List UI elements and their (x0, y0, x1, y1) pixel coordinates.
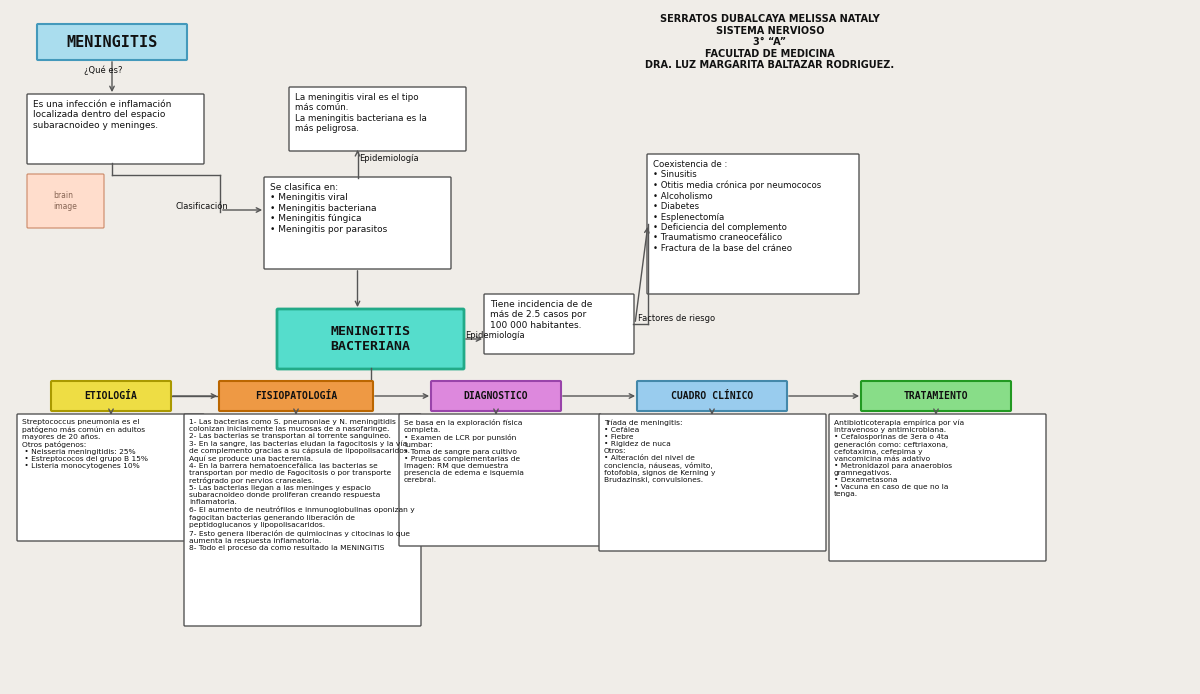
Text: Es una infección e inflamación
localizada dentro del espacio
subaracnoideo y men: Es una infección e inflamación localizad… (34, 100, 172, 130)
FancyBboxPatch shape (184, 414, 421, 626)
Text: SERRATOS DUBALCAYA MELISSA NATALY
SISTEMA NERVIOSO
3° “A”
FACULTAD DE MEDICINA
D: SERRATOS DUBALCAYA MELISSA NATALY SISTEM… (646, 14, 894, 70)
Text: 1- Las bacterias como S. pneumoniae y N. meningitidis
colonizan inicialmente las: 1- Las bacterias como S. pneumoniae y N.… (190, 419, 415, 550)
FancyBboxPatch shape (829, 414, 1046, 561)
FancyBboxPatch shape (637, 381, 787, 411)
FancyBboxPatch shape (17, 414, 204, 541)
Text: TRATAMIENTO: TRATAMIENTO (904, 391, 968, 401)
FancyBboxPatch shape (220, 381, 373, 411)
Text: brain
image: brain image (54, 192, 78, 211)
FancyBboxPatch shape (431, 381, 562, 411)
Text: Clasificación: Clasificación (175, 202, 228, 211)
Text: FISIOPATOLOGÍA: FISIOPATOLOGÍA (254, 391, 337, 401)
FancyBboxPatch shape (37, 24, 187, 60)
Text: CUADRO CLÍNICO: CUADRO CLÍNICO (671, 391, 754, 401)
Text: Se basa en la exploración física
completa.
• Examen de LCR por punsión
lumbar:
•: Se basa en la exploración física complet… (404, 419, 524, 483)
Text: MENINGITIS
BACTERIANA: MENINGITIS BACTERIANA (330, 325, 410, 353)
Text: Tiene incidencia de de
más de 2.5 casos por
100 000 habitantes.: Tiene incidencia de de más de 2.5 casos … (490, 300, 593, 330)
FancyBboxPatch shape (28, 94, 204, 164)
FancyBboxPatch shape (647, 154, 859, 294)
Text: Se clasifica en:
• Meningitis viral
• Meningitis bacteriana
• Meningitis fúngica: Se clasifica en: • Meningitis viral • Me… (270, 183, 388, 234)
FancyBboxPatch shape (862, 381, 1010, 411)
Text: ¿Qué es?: ¿Qué es? (84, 65, 122, 74)
FancyBboxPatch shape (264, 177, 451, 269)
Text: ETIOLOGÍA: ETIOLOGÍA (84, 391, 138, 401)
Text: Factores de riesgo: Factores de riesgo (638, 314, 715, 323)
FancyBboxPatch shape (398, 414, 601, 546)
Text: DIAGNOSTICO: DIAGNOSTICO (463, 391, 528, 401)
Text: Epidemiología: Epidemiología (360, 154, 419, 163)
FancyBboxPatch shape (277, 309, 464, 369)
Text: MENINGITIS: MENINGITIS (66, 35, 157, 49)
FancyBboxPatch shape (599, 414, 826, 551)
Text: Antibioticoterapia empírica por vía
intravenoso y antimicrobiana.
• Cefalosporin: Antibioticoterapia empírica por vía intr… (834, 419, 964, 497)
FancyBboxPatch shape (484, 294, 634, 354)
Text: La meningitis viral es el tipo
más común.
La meningitis bacteriana es la
más pel: La meningitis viral es el tipo más común… (295, 93, 427, 133)
Text: Epidemiología: Epidemiología (466, 331, 524, 340)
Text: Streptococcus pneumonia es el
patógeno más común en adultos
mayores de 20 años.
: Streptococcus pneumonia es el patógeno m… (22, 419, 148, 469)
Text: Coexistencia de :
• Sinusitis
• Otitis media crónica por neumococos
• Alcoholism: Coexistencia de : • Sinusitis • Otitis m… (653, 160, 821, 253)
FancyBboxPatch shape (28, 174, 104, 228)
FancyBboxPatch shape (289, 87, 466, 151)
FancyBboxPatch shape (50, 381, 172, 411)
Text: Tríada de meningitis:
• Cefálea
• Fiebre
• Rigidez de nuca
Otros:
• Alteración d: Tríada de meningitis: • Cefálea • Fiebre… (604, 419, 715, 483)
